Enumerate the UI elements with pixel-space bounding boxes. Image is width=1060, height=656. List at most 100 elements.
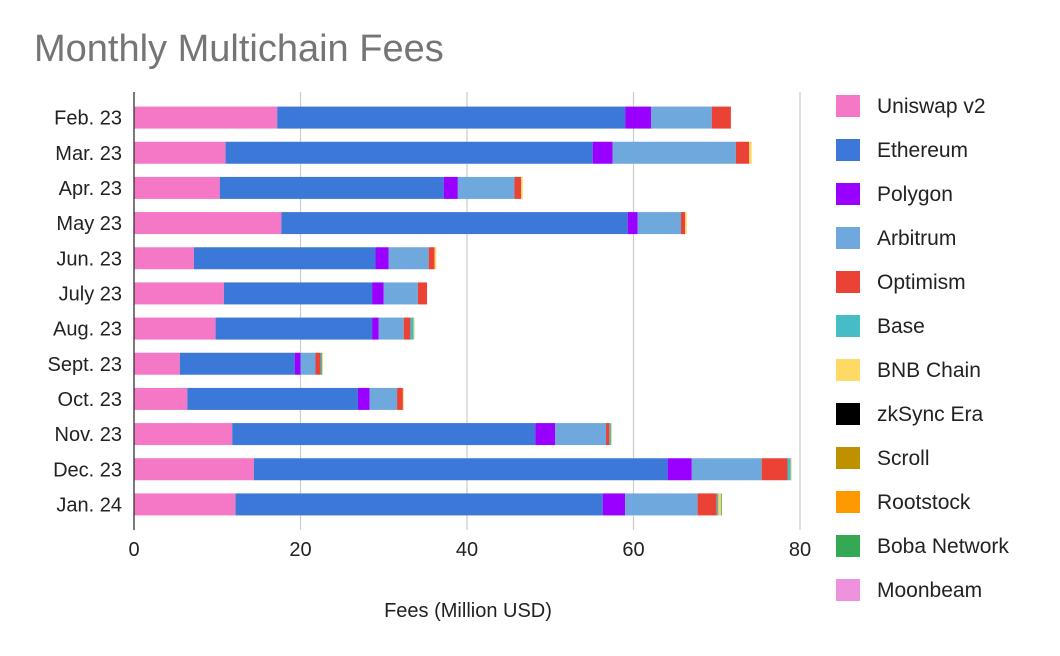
bar-segment [555, 423, 607, 446]
bar-segment [667, 458, 692, 481]
bar-segment [215, 317, 373, 340]
bar-segment [134, 141, 226, 164]
bar-segment [375, 247, 389, 270]
legend-swatch [836, 271, 860, 293]
bar-segment [179, 352, 295, 375]
bar-segment [134, 282, 224, 305]
bar-segment [457, 176, 515, 199]
bar-segment [223, 282, 373, 305]
legend-label: BNB Chain [877, 359, 981, 382]
y-tick-label: Oct. 23 [58, 389, 122, 411]
legend-label: Uniswap v2 [877, 95, 986, 118]
legend-label: Base [877, 315, 925, 338]
bar-segment [134, 106, 278, 129]
bar-segment [428, 247, 435, 270]
bar-segment [685, 212, 687, 235]
bar-segment [134, 423, 233, 446]
legend: Uniswap v2 Ethereum Polygon Arbitrum Optimis… [836, 95, 1009, 602]
bar-segment [606, 423, 610, 446]
bar-segment [650, 106, 712, 129]
gridlines [299, 92, 801, 530]
bar-segment [187, 387, 358, 410]
y-tick-label: Jun. 23 [56, 248, 122, 270]
bar-segment [235, 493, 603, 516]
bar-segment [372, 282, 384, 305]
bar-segment [388, 247, 429, 270]
bar-segment [761, 458, 788, 481]
legend-swatch [836, 535, 860, 557]
legend-swatch [836, 183, 860, 205]
y-tick-label: May 23 [56, 213, 122, 235]
bar-segment [627, 212, 638, 235]
legend-swatch [836, 447, 860, 469]
bar-segment [300, 352, 316, 375]
legend-swatch [836, 95, 860, 117]
bar-segment [134, 458, 254, 481]
bar-segment [680, 212, 686, 235]
bar-segment [735, 141, 750, 164]
y-tick-label: Mar. 23 [55, 143, 122, 165]
bar-segment [410, 317, 414, 340]
bar-segment [253, 458, 668, 481]
x-tick-label: 0 [128, 539, 139, 561]
bars [134, 106, 792, 516]
x-tick-label: 20 [289, 539, 311, 561]
bar-segment [134, 176, 220, 199]
bar-segment [716, 493, 719, 516]
bar-segment [521, 176, 523, 199]
legend-swatch [836, 491, 860, 513]
bar-segment [413, 317, 415, 340]
bar-segment [281, 212, 628, 235]
bar-segment [711, 106, 731, 129]
x-tick-label: 80 [789, 539, 811, 561]
y-tick-label: Nov. 23 [55, 424, 122, 446]
bar-segment [397, 387, 403, 410]
legend-label: zkSync Era [877, 403, 984, 426]
bar-segment [402, 387, 404, 410]
x-axis-label: Fees (Million USD) [384, 600, 552, 622]
chart-title: Monthly Multichain Fees [34, 28, 444, 70]
bar-segment [134, 212, 282, 235]
x-tick-labels: 0 20 40 60 80 [128, 539, 811, 561]
x-tick-label: 60 [622, 539, 644, 561]
bar-segment [718, 493, 721, 516]
y-tick-label: Feb. 23 [54, 108, 122, 130]
bar-segment [609, 423, 612, 446]
legend-swatch [836, 403, 860, 425]
y-tick-label: Apr. 23 [59, 178, 122, 200]
bar-segment [193, 247, 376, 270]
y-tick-label: July 23 [59, 283, 122, 305]
bar-segment [625, 493, 698, 516]
bar-segment [320, 352, 323, 375]
bar-segment [434, 247, 437, 270]
bar-segment [403, 317, 411, 340]
legend-label: Arbitrum [877, 227, 956, 250]
bar-segment [637, 212, 681, 235]
bar-segment [592, 141, 613, 164]
legend-swatch [836, 227, 860, 249]
bar-segment [787, 458, 791, 481]
legend-swatch [836, 579, 860, 601]
bar-segment [134, 352, 180, 375]
legend-label: Scroll [877, 447, 930, 470]
y-tick-labels: Feb. 23 Mar. 23 Apr. 23 May 23 Jun. 23 July 2… [47, 108, 122, 517]
y-tick-label: Jan. 24 [56, 494, 122, 516]
bar-segment [315, 352, 321, 375]
bar-segment [322, 352, 323, 375]
legend-swatch [836, 315, 860, 337]
bar-segment [749, 141, 752, 164]
y-tick-label: Aug. 23 [53, 319, 122, 341]
legend-label: Rootstock [877, 491, 971, 514]
bar-segment [720, 493, 722, 516]
bar-segment [134, 387, 188, 410]
x-tick-label: 40 [456, 539, 478, 561]
bar-segment [417, 282, 428, 305]
bar-segment [232, 423, 536, 446]
bar-segment [357, 387, 370, 410]
bar-segment [369, 387, 398, 410]
bar-segment [611, 423, 612, 446]
bar-segment [219, 176, 444, 199]
bar-segment [294, 352, 301, 375]
bar-segment [602, 493, 626, 516]
